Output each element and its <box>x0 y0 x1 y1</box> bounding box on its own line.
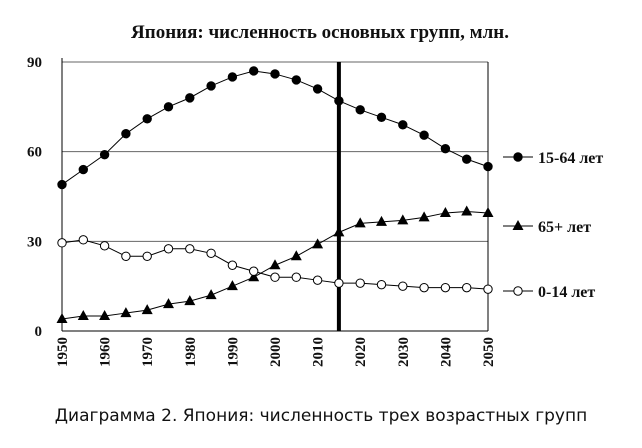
series-0 <box>57 66 493 190</box>
data-point <box>355 105 365 115</box>
data-point <box>163 244 174 254</box>
x-tick-label: 2050 <box>481 337 497 367</box>
x-tick-label: 2000 <box>268 337 284 367</box>
x-tick-label: 1960 <box>98 337 114 367</box>
series-2 <box>57 235 493 294</box>
figure-caption: Диаграмма 2. Япония: численность трех во… <box>54 406 588 426</box>
x-tick-label: 1970 <box>140 337 156 367</box>
legend: 15-64 лет 65+ лет 0-14 лет <box>503 150 603 301</box>
x-axis: 1950 1960 1970 1980 1990 2000 2010 2020 2030 2040… <box>55 62 497 367</box>
y-axis: 0 30 60 90 <box>27 55 63 340</box>
data-point <box>312 238 324 249</box>
data-point <box>418 211 430 222</box>
y-tick-label: 90 <box>27 55 42 71</box>
data-point <box>99 310 111 321</box>
data-point <box>78 164 89 175</box>
data-point <box>334 278 344 288</box>
x-tick-label: 1980 <box>183 337 199 367</box>
x-tick-label: 2010 <box>311 337 327 367</box>
data-point <box>163 102 174 112</box>
data-point <box>334 96 344 106</box>
data-point <box>333 226 345 237</box>
data-point <box>77 310 89 321</box>
x-tick-label: 1950 <box>55 337 71 367</box>
legend-marker <box>513 152 523 162</box>
data-point <box>376 279 387 290</box>
data-point <box>249 66 259 76</box>
y-tick-label: 0 <box>35 324 43 340</box>
legend-entry-0: 15-64 лет <box>503 150 603 167</box>
data-point <box>462 282 472 293</box>
data-point <box>419 282 429 293</box>
data-point <box>483 284 493 294</box>
data-point <box>120 307 132 318</box>
data-point <box>312 84 323 94</box>
data-point <box>185 93 195 103</box>
x-tick-label: 2020 <box>353 337 369 367</box>
legend-label: 0-14 лет <box>538 284 595 301</box>
data-point <box>376 112 387 122</box>
legend-label: 15-64 лет <box>538 150 603 167</box>
data-point <box>440 282 451 293</box>
data-point <box>270 272 280 282</box>
data-point <box>269 259 281 270</box>
data-point <box>398 281 408 291</box>
data-point <box>483 161 493 172</box>
data-point <box>142 114 152 124</box>
data-point <box>185 244 195 254</box>
data-point <box>99 241 110 251</box>
legend-entry-1: 65+ лет <box>503 219 591 236</box>
y-tick-label: 60 <box>27 145 42 161</box>
data-point <box>57 179 67 190</box>
data-point <box>462 154 472 164</box>
data-point <box>440 143 451 154</box>
data-point <box>163 298 174 309</box>
data-point <box>227 260 238 270</box>
data-point <box>290 250 302 261</box>
legend-marker <box>512 220 524 230</box>
data-point <box>56 313 68 324</box>
data-point <box>398 120 408 130</box>
x-tick-label: 1990 <box>225 337 241 367</box>
legend-marker <box>513 286 523 296</box>
data-point <box>121 129 131 139</box>
data-point <box>206 81 216 91</box>
data-point <box>291 272 301 282</box>
y-tick-label: 30 <box>27 234 42 250</box>
legend-label: 65+ лет <box>538 219 591 236</box>
x-tick-label: 2040 <box>438 337 454 367</box>
data-point <box>121 251 131 261</box>
data-point <box>57 238 67 248</box>
series-group <box>56 62 494 331</box>
data-point <box>376 215 387 226</box>
data-point <box>291 75 301 85</box>
data-point <box>354 217 366 228</box>
line-chart: Япония: численность основных групп, млн.… <box>27 22 603 367</box>
data-point <box>248 271 260 282</box>
data-point <box>184 295 196 306</box>
data-point <box>482 206 494 217</box>
data-point <box>312 275 323 285</box>
data-point <box>270 69 280 79</box>
data-point <box>461 205 473 216</box>
legend-entry-2: 0-14 лет <box>503 284 595 301</box>
data-point <box>419 130 429 140</box>
data-point <box>78 235 89 245</box>
gridlines <box>62 61 488 242</box>
series-line <box>61 70 489 185</box>
chart-title: Япония: численность основных групп, млн. <box>131 22 509 43</box>
data-point <box>397 214 409 225</box>
data-point <box>141 304 153 315</box>
data-point <box>206 248 216 258</box>
x-tick-label: 2030 <box>396 337 412 367</box>
data-point <box>227 72 238 82</box>
series-1 <box>56 205 494 324</box>
data-point <box>355 278 365 288</box>
data-point <box>226 280 238 291</box>
data-point <box>249 266 259 276</box>
data-point <box>205 289 217 300</box>
data-point <box>99 149 110 160</box>
data-point <box>142 251 152 261</box>
data-point <box>439 206 451 217</box>
